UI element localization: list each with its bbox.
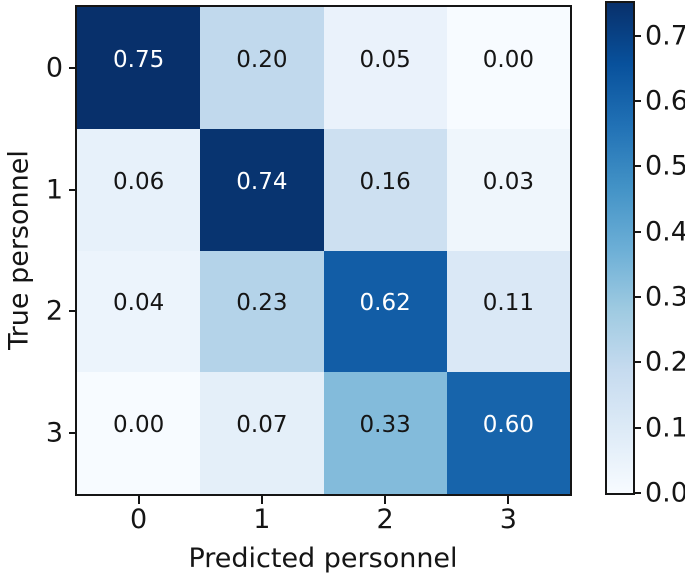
tick-mark [69, 310, 77, 313]
tick-mark [69, 66, 77, 69]
y-axis-label: True personnel [3, 150, 35, 350]
x-tick-label-0: 0 [130, 504, 148, 535]
colorbar-tick-mark [633, 165, 641, 168]
heatmap-cell-r2c1: 0.23 [200, 250, 324, 373]
cell-value: 0.74 [236, 168, 288, 195]
cell-value: 0.33 [359, 412, 411, 439]
heatmap-plot: 0.75 0.20 0.05 0.00 0.06 0.74 0.16 0.03 0.04 0.23… [75, 5, 572, 496]
colorbar-tick-label-0.6: 0.6 [645, 85, 685, 117]
cell-value: 0.75 [113, 46, 165, 73]
colorbar-tick-mark [633, 426, 641, 429]
y-tick-label-2: 2 [45, 295, 63, 327]
y-tick-label-1: 1 [45, 174, 63, 206]
cell-value: 0.11 [482, 290, 534, 317]
colorbar-tick-label-0.5: 0.5 [645, 150, 685, 182]
cell-value: 0.62 [359, 290, 411, 317]
cell-value: 0.60 [482, 412, 534, 439]
y-tick-label-3: 3 [45, 417, 63, 449]
cell-value: 0.16 [359, 168, 411, 195]
x-axis-label: Predicted personnel [188, 543, 458, 574]
heatmap-cell-r0c3: 0.00 [446, 7, 570, 129]
cell-value: 0.20 [236, 46, 288, 73]
colorbar-tick-mark [633, 296, 641, 298]
cell-value: 0.00 [113, 412, 165, 439]
x-tick-label-2: 2 [376, 504, 394, 535]
cell-value: 0.04 [113, 290, 165, 317]
heatmap-cell-r3c0: 0.00 [77, 372, 201, 494]
cell-value: 0.23 [236, 290, 288, 317]
tick-mark [507, 496, 510, 504]
colorbar-tick-label-0.4: 0.4 [645, 216, 685, 248]
colorbar-tick-mark [633, 100, 641, 102]
tick-mark [384, 496, 387, 504]
y-tick-label-0: 0 [45, 52, 63, 84]
heatmap-cell-r3c2: 0.33 [323, 372, 447, 494]
heatmap-cell-r1c3: 0.03 [446, 128, 570, 251]
colorbar-tick-mark [633, 492, 641, 494]
colorbar-tick-mark [633, 34, 641, 37]
colorbar-tick-label-0.1: 0.1 [645, 412, 685, 444]
heatmap-cell-r1c1: 0.74 [200, 128, 324, 251]
x-tick-label-3: 3 [499, 504, 517, 535]
colorbar-tick-label-0.2: 0.2 [645, 346, 685, 378]
colorbar-tick-mark [633, 361, 641, 364]
tick-mark [69, 432, 77, 435]
cell-value: 0.07 [236, 412, 288, 439]
heatmap-cell-r1c2: 0.16 [323, 128, 447, 251]
cell-value: 0.06 [113, 168, 165, 195]
heatmap-cell-r0c1: 0.20 [200, 7, 324, 129]
heatmap-cell-r1c0: 0.06 [77, 128, 201, 251]
heatmap-cell-r0c2: 0.05 [323, 7, 447, 129]
colorbar [605, 1, 635, 495]
colorbar-tick-label-0.7: 0.7 [645, 20, 685, 52]
colorbar-tick-label-0.3: 0.3 [645, 281, 685, 313]
colorbar-tick-mark [633, 230, 641, 233]
heatmap-cell-r2c0: 0.04 [77, 250, 201, 373]
cell-value: 0.05 [359, 46, 411, 73]
tick-mark [260, 496, 263, 504]
tick-mark [69, 188, 77, 191]
heatmap-cell-r3c3: 0.60 [446, 372, 570, 494]
cell-value: 0.03 [482, 168, 534, 195]
cell-value: 0.00 [482, 46, 534, 73]
x-tick-label-1: 1 [253, 504, 271, 535]
heatmap-cell-r0c0: 0.75 [77, 7, 201, 129]
heatmap-cell-r2c2: 0.62 [323, 250, 447, 373]
tick-mark [137, 496, 140, 504]
heatmap-cell-r2c3: 0.11 [446, 250, 570, 373]
colorbar-tick-label-0.0: 0.0 [645, 477, 685, 509]
heatmap-cell-r3c1: 0.07 [200, 372, 324, 494]
